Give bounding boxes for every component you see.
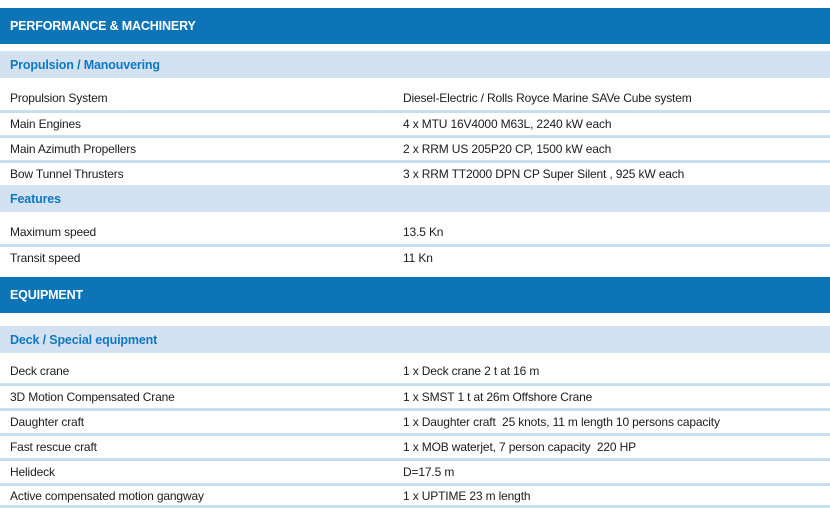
spec-value: 3 x RRM TT2000 DPN CP Super Silent , 925… (403, 167, 685, 181)
spec-label: Fast rescue craft (10, 440, 97, 454)
spec-label: Active compensated motion gangway (10, 488, 204, 503)
spec-group-features: Maximum speed 13.5 Kn Transit speed 11 K… (0, 219, 830, 269)
spec-row-transit-speed: Transit speed 11 Kn (0, 244, 830, 269)
subsection-header-features: Features (0, 185, 830, 212)
spec-value: D=17.5 m (403, 465, 455, 479)
spec-row-main-azimuth-propellers: Main Azimuth Propellers 2 x RRM US 205P2… (0, 135, 830, 160)
spec-value: 1 x Daughter craft 25 knots, 11 m length… (403, 415, 720, 429)
spec-label: Main Engines (10, 117, 81, 131)
subsection-title: Deck / Special equipment (10, 332, 158, 347)
spec-group-deck-equipment: Deck crane 1 x Deck crane 2 t at 16 m 3D… (0, 358, 830, 508)
spec-row-maximum-speed: Maximum speed 13.5 Kn (0, 219, 830, 244)
spec-row-bow-tunnel-thrusters: Bow Tunnel Thrusters 3 x RRM TT2000 DPN … (0, 160, 830, 185)
section-title: PERFORMANCE & MACHINERY (10, 19, 196, 33)
spec-group-propulsion: Propulsion System Diesel-Electric / Roll… (0, 85, 830, 185)
section-header-equipment: EQUIPMENT (0, 277, 830, 313)
spec-label: Daughter craft (10, 415, 84, 429)
spec-row-helideck: Helideck D=17.5 m (0, 458, 830, 483)
spec-value: Diesel-Electric / Rolls Royce Marine SAV… (403, 90, 692, 105)
spec-row-fast-rescue-craft: Fast rescue craft 1 x MOB waterjet, 7 pe… (0, 433, 830, 458)
spec-row-3d-motion-compensated-crane: 3D Motion Compensated Crane 1 x SMST 1 t… (0, 383, 830, 408)
spec-row-daughter-craft: Daughter craft 1 x Daughter craft 25 kno… (0, 408, 830, 433)
spec-value: 2 x RRM US 205P20 CP, 1500 kW each (403, 142, 612, 156)
spec-value: 4 x MTU 16V4000 M63L, 2240 kW each (403, 117, 612, 131)
subsection-title: Features (10, 191, 61, 206)
spec-label: Helideck (10, 465, 55, 479)
spec-label: Bow Tunnel Thrusters (10, 167, 124, 181)
spec-value: 13.5 Kn (403, 224, 444, 239)
spec-value: 1 x MOB waterjet, 7 person capacity 220 … (403, 440, 636, 454)
spec-label: Deck crane (10, 363, 70, 378)
spec-row-main-engines: Main Engines 4 x MTU 16V4000 M63L, 2240 … (0, 110, 830, 135)
spec-label: Maximum speed (10, 224, 97, 239)
spec-value: 1 x UPTIME 23 m length (403, 488, 531, 503)
section-header-performance-machinery: PERFORMANCE & MACHINERY (0, 8, 830, 44)
spec-label: Main Azimuth Propellers (10, 142, 136, 156)
spec-value: 1 x Deck crane 2 t at 16 m (403, 363, 540, 378)
spec-label: Propulsion System (10, 90, 108, 105)
spec-value: 1 x SMST 1 t at 26m Offshore Crane (403, 390, 593, 404)
spec-row-deck-crane: Deck crane 1 x Deck crane 2 t at 16 m (0, 358, 830, 383)
spec-label: 3D Motion Compensated Crane (10, 390, 175, 404)
subsection-header-propulsion-manouvering: Propulsion / Manouvering (0, 51, 830, 78)
subsection-header-deck-special-equipment: Deck / Special equipment (0, 326, 830, 353)
subsection-title: Propulsion / Manouvering (10, 57, 160, 72)
spec-row-active-compensated-motion-gangway: Active compensated motion gangway 1 x UP… (0, 483, 830, 508)
spec-value: 11 Kn (403, 251, 433, 265)
section-title: EQUIPMENT (10, 288, 83, 302)
spec-label: Transit speed (10, 251, 81, 265)
spec-row-propulsion-system: Propulsion System Diesel-Electric / Roll… (0, 85, 830, 110)
